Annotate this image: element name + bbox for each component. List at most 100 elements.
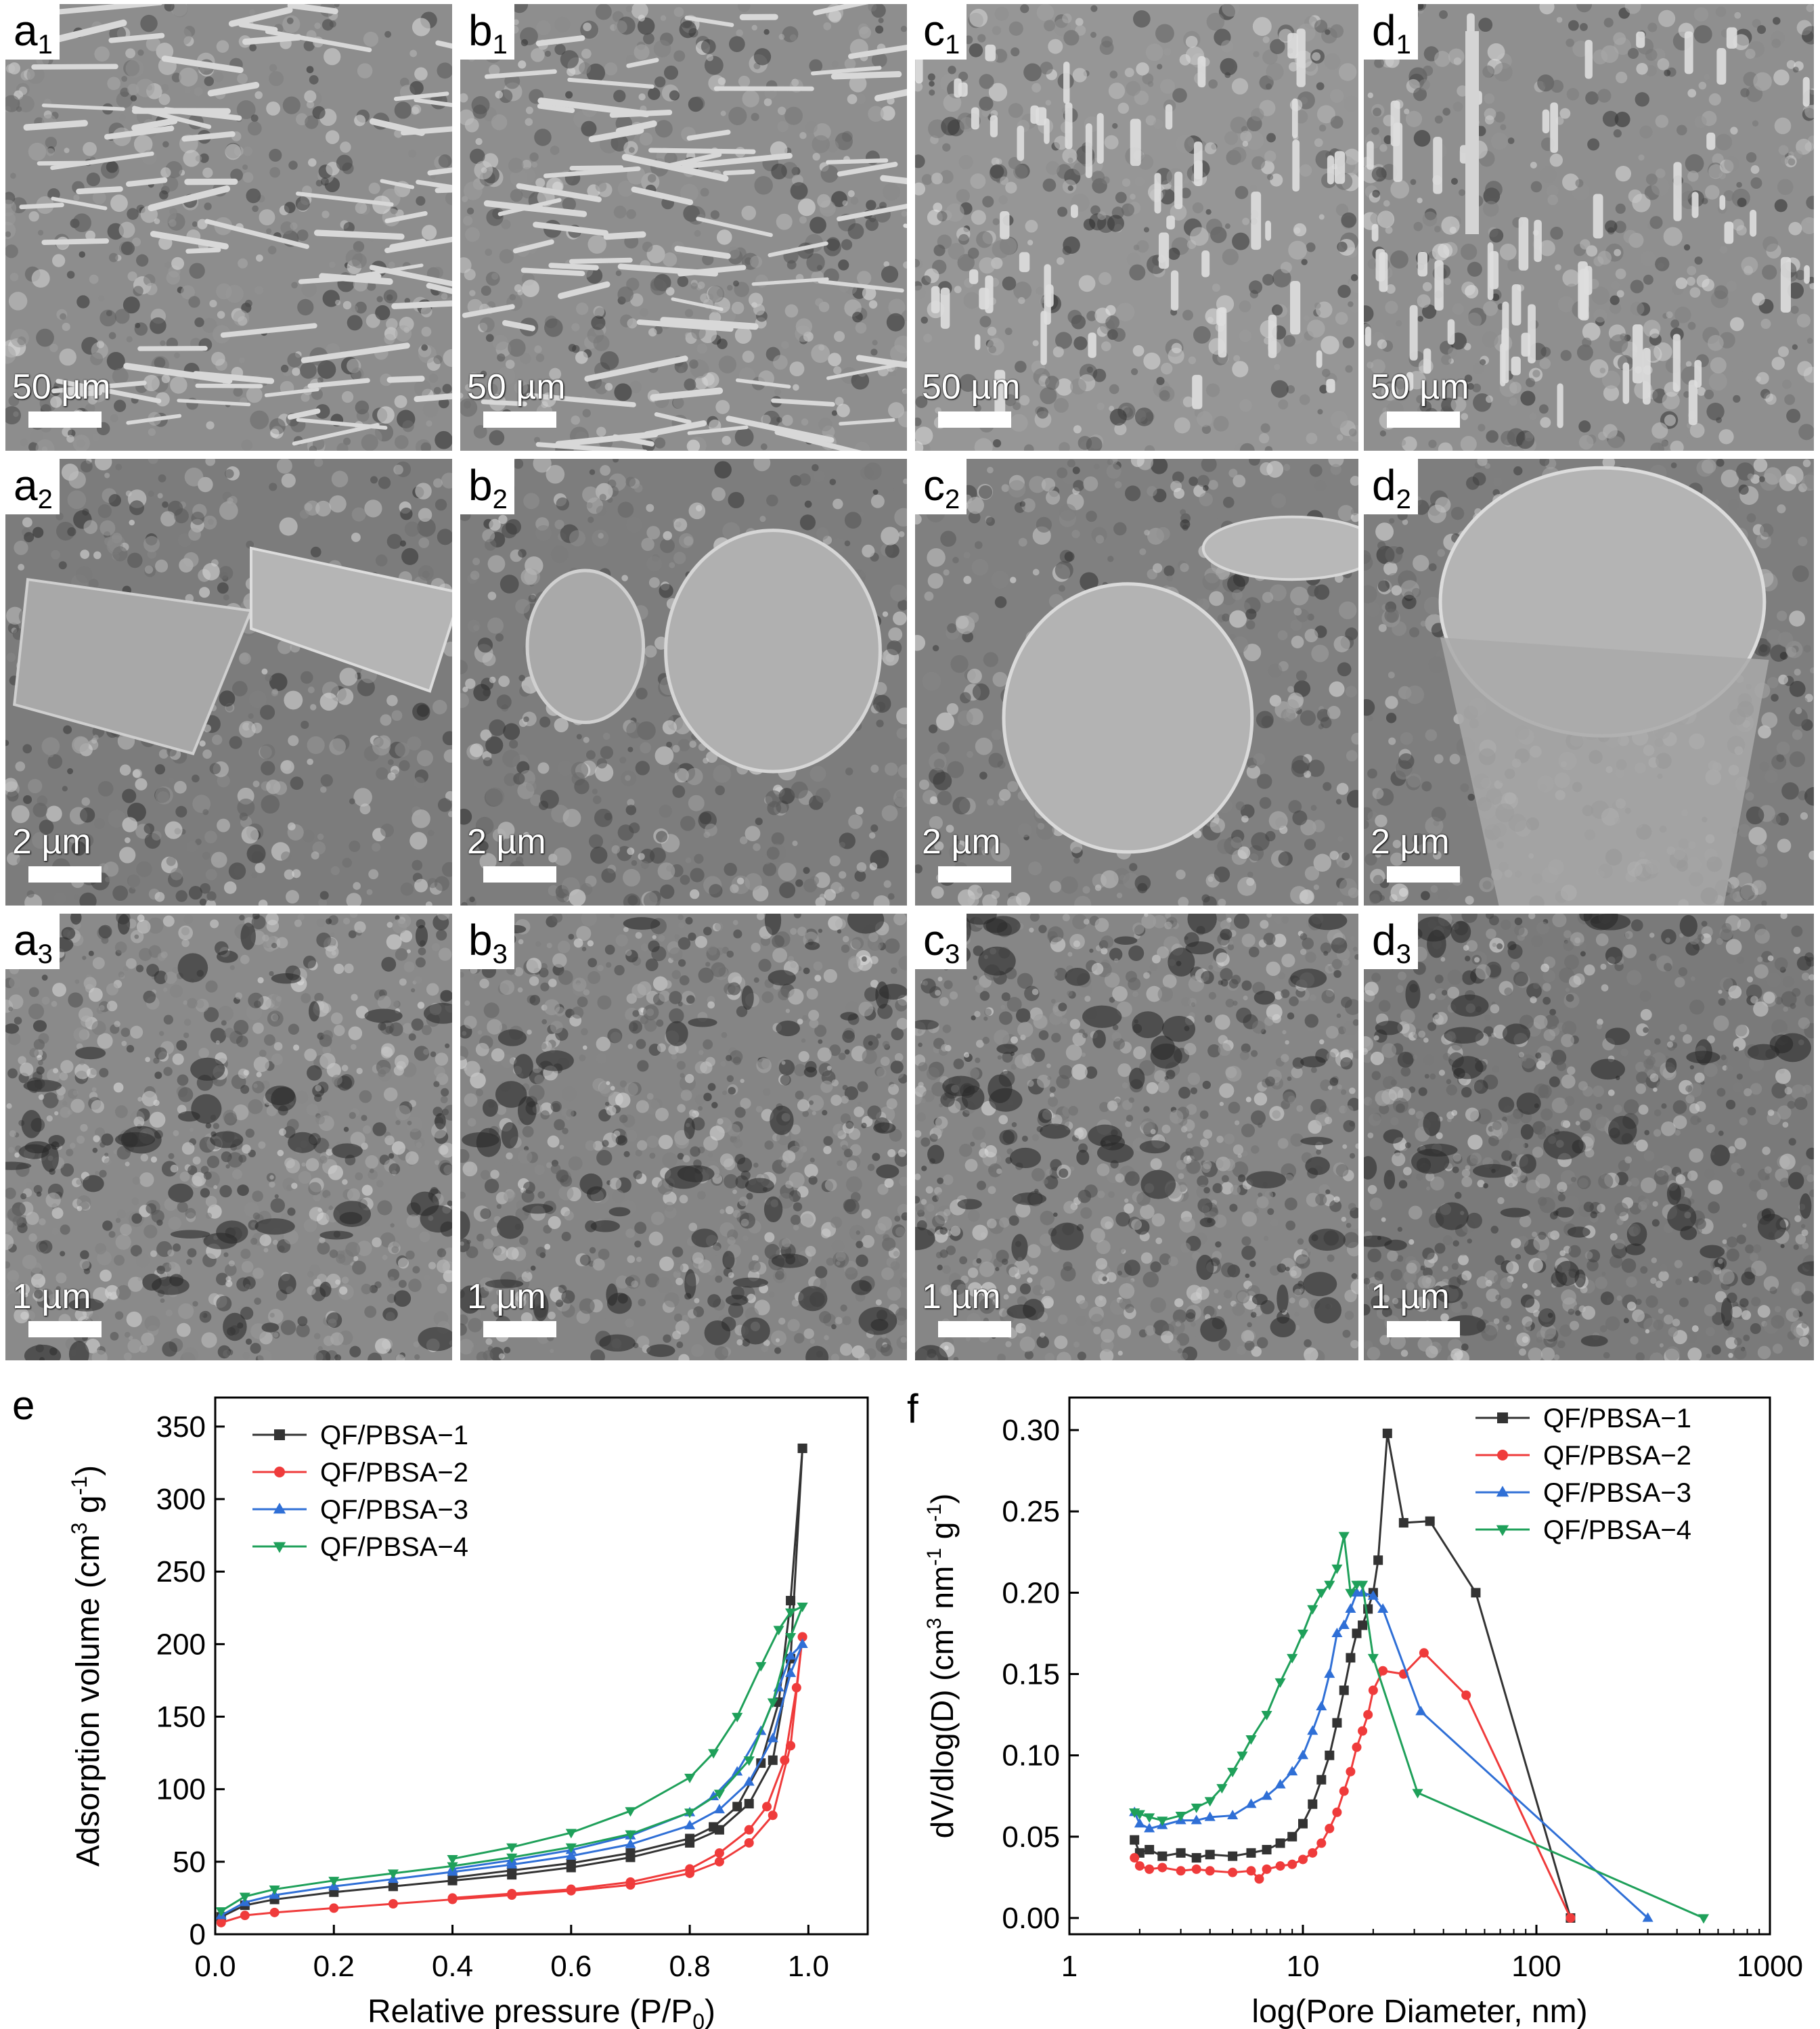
data-point: [743, 1756, 755, 1766]
series-line: [1133, 1433, 1572, 1919]
data-point: [269, 1885, 280, 1895]
scale-bar: [1387, 866, 1460, 883]
data-point: [1298, 1854, 1308, 1865]
scale-bar-label: 50 µm: [467, 367, 566, 407]
data-point: [625, 1838, 636, 1848]
sem-texture: [1364, 914, 1814, 1360]
data-point: [1216, 1784, 1228, 1794]
scale-bar: [28, 411, 102, 428]
legend-label: QF/PBSA−2: [320, 1458, 468, 1488]
legend-marker: [1497, 1450, 1508, 1461]
data-point: [755, 1662, 767, 1672]
data-point: [1245, 1735, 1257, 1745]
data-point: [1378, 1666, 1388, 1676]
data-point: [1157, 1851, 1168, 1861]
legend-marker: [273, 1502, 286, 1514]
sem-texture: [1364, 4, 1814, 451]
sem-texture: [5, 4, 452, 451]
data-point: [1642, 1912, 1653, 1922]
scale-bar-label: 2 µm: [1371, 822, 1450, 862]
data-point: [1191, 1814, 1202, 1825]
data-point: [768, 1810, 778, 1821]
data-point: [506, 1853, 518, 1863]
pore-distribution-chart: 1 10 100 1000 0.00 0.05 0.10 0.15 0.20 0.25 0.30 lo…: [907, 1367, 1820, 2029]
series-2: [216, 1632, 807, 1927]
data-point: [625, 1807, 636, 1817]
data-point: [1367, 1590, 1379, 1600]
data-point: [1363, 1710, 1373, 1720]
data-point: [1316, 1588, 1327, 1599]
sem-texture: [5, 459, 452, 906]
data-point: [685, 1864, 695, 1874]
data-point: [1357, 1586, 1369, 1597]
panel-letter: c: [923, 916, 945, 964]
sem-panel-c1: c1 50 µm: [915, 4, 1358, 451]
panel-subscript: 1: [492, 30, 508, 60]
scale-bar-label: 2 µm: [467, 822, 546, 862]
data-point: [744, 1825, 754, 1835]
y-axis-label: dV/dlog(D) (cm3 nm-1 g-1): [923, 1494, 960, 1839]
data-point: [1145, 1845, 1155, 1855]
desorption-line: [452, 1448, 804, 1879]
data-point: [1297, 1749, 1309, 1760]
scale-bar: [483, 866, 556, 883]
sem-texture: [1364, 459, 1814, 906]
data-point: [447, 1893, 458, 1903]
panel-label-d3: d3: [1364, 914, 1418, 969]
scale-bar: [483, 411, 556, 428]
panel-subscript: 2: [37, 485, 53, 514]
data-point: [507, 1888, 517, 1898]
sem-panel-a1: a1 50 µm: [5, 4, 452, 451]
y-tick-label: 0.00: [1002, 1902, 1060, 1935]
data-point: [797, 1444, 807, 1454]
data-point: [786, 1596, 796, 1606]
panel-label-d1: d1: [1364, 4, 1418, 60]
panel-letter: a: [14, 6, 38, 55]
data-point: [625, 1848, 636, 1858]
data-point: [1228, 1851, 1238, 1861]
data-point: [1176, 1848, 1186, 1858]
data-point: [565, 1843, 577, 1853]
desorption-line: [452, 1605, 803, 1860]
panel-letter: d: [1372, 916, 1396, 964]
data-point: [797, 1632, 807, 1642]
x-tick-label: 1.0: [788, 1950, 829, 1983]
data-point: [685, 1833, 695, 1844]
y-tick-label: 0.20: [1002, 1576, 1060, 1609]
data-point: [216, 1917, 226, 1927]
data-point: [215, 1907, 227, 1917]
scale-bar: [28, 866, 102, 883]
panel-letter: b: [468, 461, 493, 510]
data-point: [1274, 1779, 1286, 1789]
data-point: [1261, 1790, 1272, 1800]
data-point: [1275, 1861, 1285, 1871]
data-point: [1339, 1786, 1349, 1796]
data-point: [1134, 1818, 1145, 1828]
panel-label-b2: b2: [460, 459, 514, 514]
data-point: [744, 1837, 754, 1848]
panel-subscript: 1: [37, 30, 53, 60]
data-point: [1325, 1823, 1335, 1833]
legend-label: QF/PBSA−2: [1543, 1441, 1691, 1471]
scale-bar-label: 1 µm: [1371, 1277, 1450, 1316]
data-point: [713, 1789, 725, 1800]
data-point: [387, 1869, 399, 1879]
y-tick-label: 0.30: [1002, 1414, 1060, 1447]
legend-label: QF/PBSA−1: [320, 1421, 468, 1450]
sem-texture: [915, 4, 1358, 451]
legend-marker: [1496, 1486, 1509, 1497]
data-point: [1346, 1653, 1356, 1663]
data-point: [1331, 1628, 1343, 1638]
sem-panel-b3: b3 1 µm: [460, 914, 907, 1360]
data-point: [1205, 1850, 1215, 1860]
data-point: [1176, 1866, 1186, 1876]
data-point: [709, 1822, 719, 1832]
data-point: [1415, 1705, 1427, 1716]
data-point: [1298, 1819, 1308, 1829]
x-tick-label: 0.4: [432, 1950, 473, 1983]
data-point: [1461, 1690, 1471, 1700]
panel-subscript: 1: [1396, 30, 1411, 60]
x-axis-label: log(Pore Diameter, nm): [1251, 1994, 1587, 2029]
adsorption-line: [221, 1636, 804, 1924]
panel-subscript: 3: [37, 939, 53, 969]
